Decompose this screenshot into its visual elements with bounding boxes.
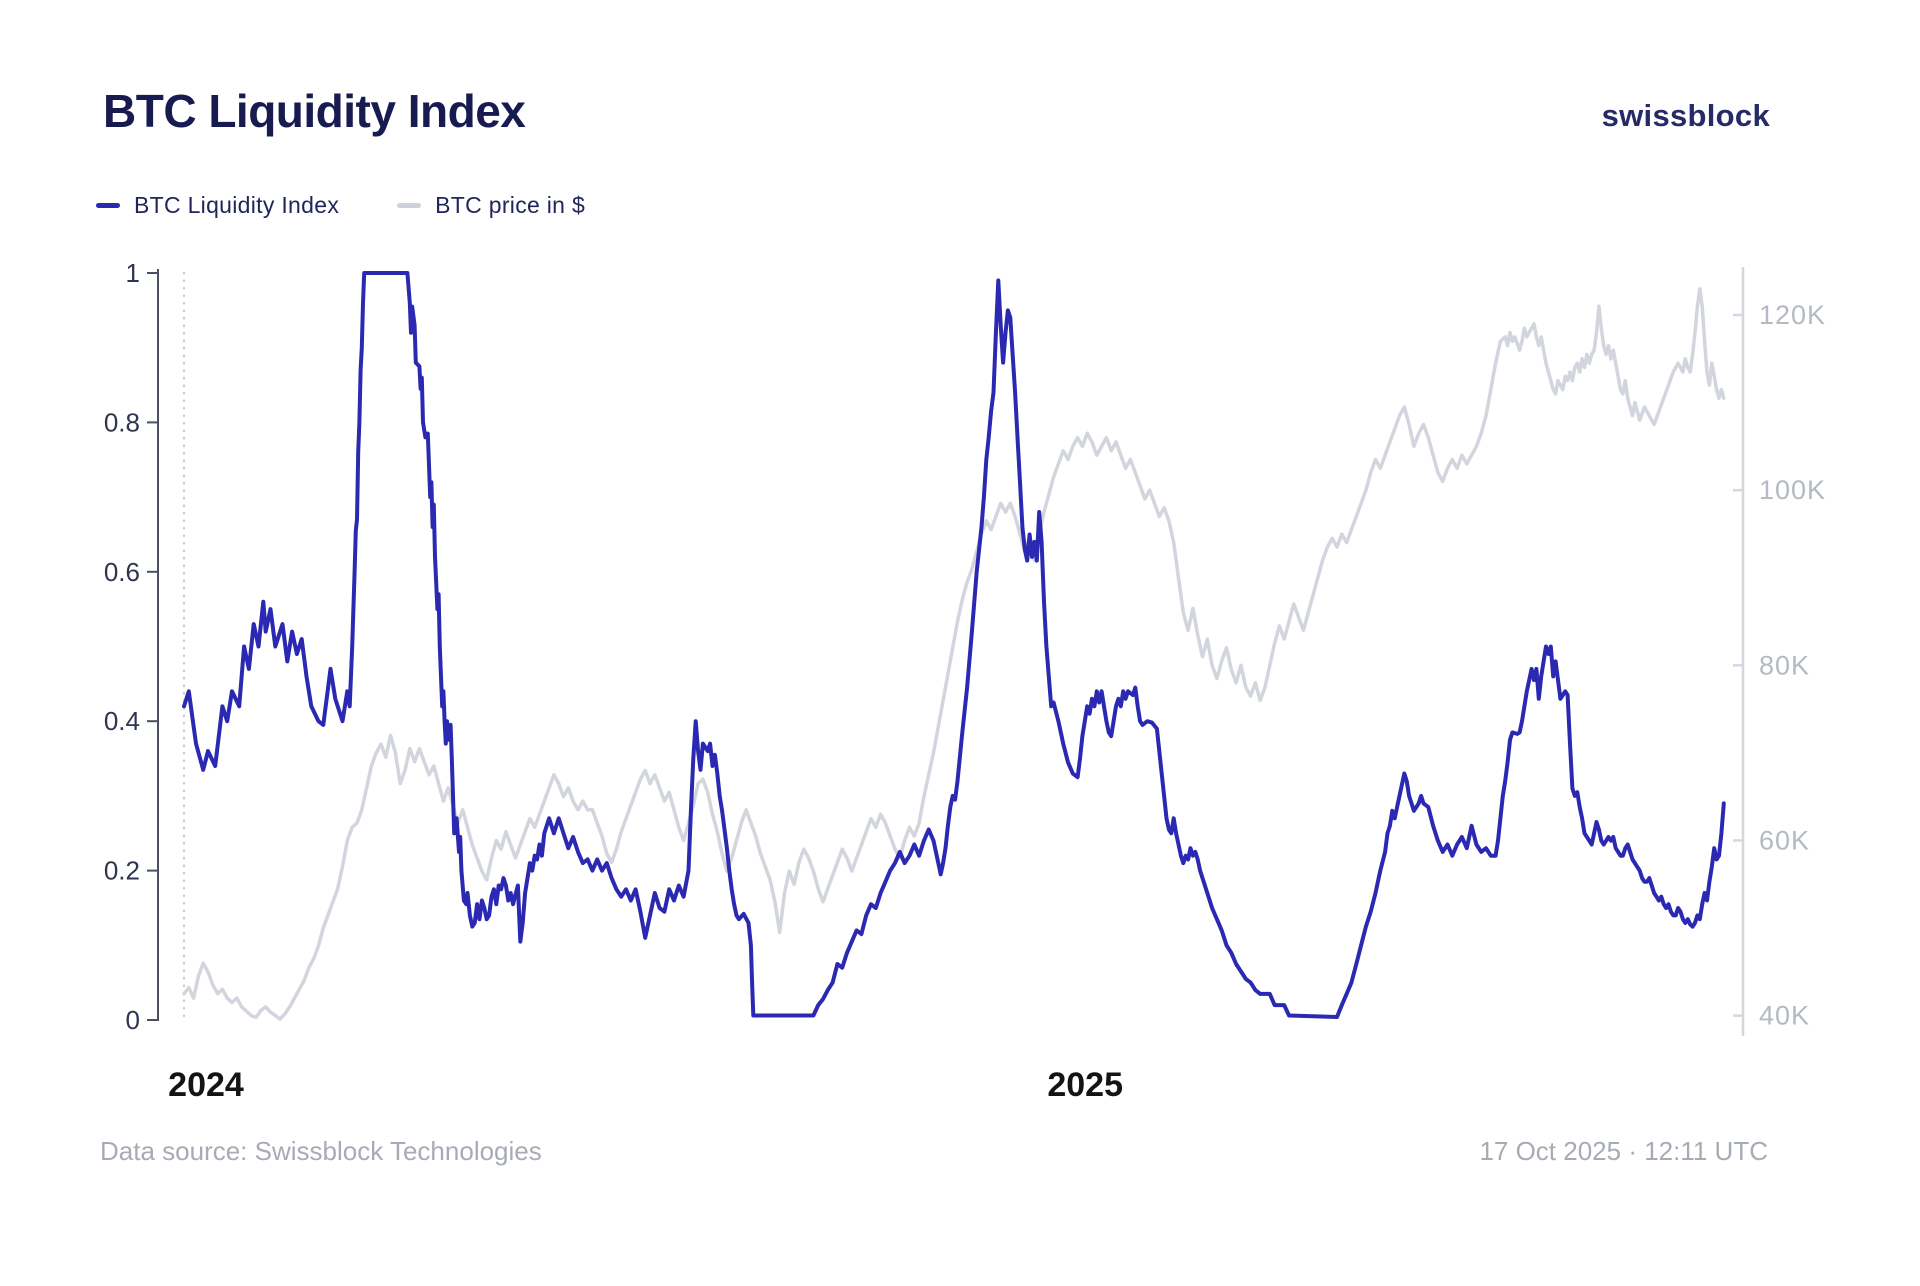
data-source-note: Data source: Swissblock Technologies [100, 1136, 542, 1166]
y-axis-right-tick-label: 40K [1759, 1001, 1810, 1031]
x-year-label: 2025 [1047, 1066, 1123, 1104]
liquidity-index-line [182, 271, 1726, 1019]
y-axis-right-tick-label: 80K [1759, 650, 1810, 680]
legend-dash-icon [96, 203, 120, 208]
x-year-label: 2024 [168, 1066, 244, 1104]
y-axis-right-tick-label: 60K [1759, 825, 1810, 855]
y-axis-left-tick-label: 0 [126, 1005, 140, 1035]
btc-price-line [182, 287, 1726, 1021]
y-axis-left-tick-label: 0.4 [104, 706, 140, 736]
y-axis-right-tick-label: 120K [1759, 300, 1826, 330]
legend-label: BTC Liquidity Index [134, 192, 340, 218]
legend-dash-icon [397, 203, 422, 208]
legend-label: BTC price in $ [435, 192, 586, 218]
y-axis-left-tick-label: 0.6 [104, 557, 140, 587]
legend-item-liquidity: BTC Liquidity Index [96, 192, 339, 219]
timestamp: 17 Oct 2025 · 12:11 UTC [1479, 1136, 1768, 1166]
y-axis-left-tick-label: 0.8 [104, 407, 140, 437]
legend-item-price: BTC price in $ [397, 192, 585, 219]
y-axis-left-tick-label: 0.2 [104, 856, 140, 886]
page-title: BTC Liquidity Index [103, 85, 526, 137]
y-axis-left-tick-label: 1 [126, 258, 140, 288]
y-axis-right-tick-label: 100K [1759, 475, 1826, 505]
swissblock-logo: swissblock [1601, 98, 1770, 133]
chart-legend: BTC Liquidity Index BTC price in $ [96, 192, 585, 219]
